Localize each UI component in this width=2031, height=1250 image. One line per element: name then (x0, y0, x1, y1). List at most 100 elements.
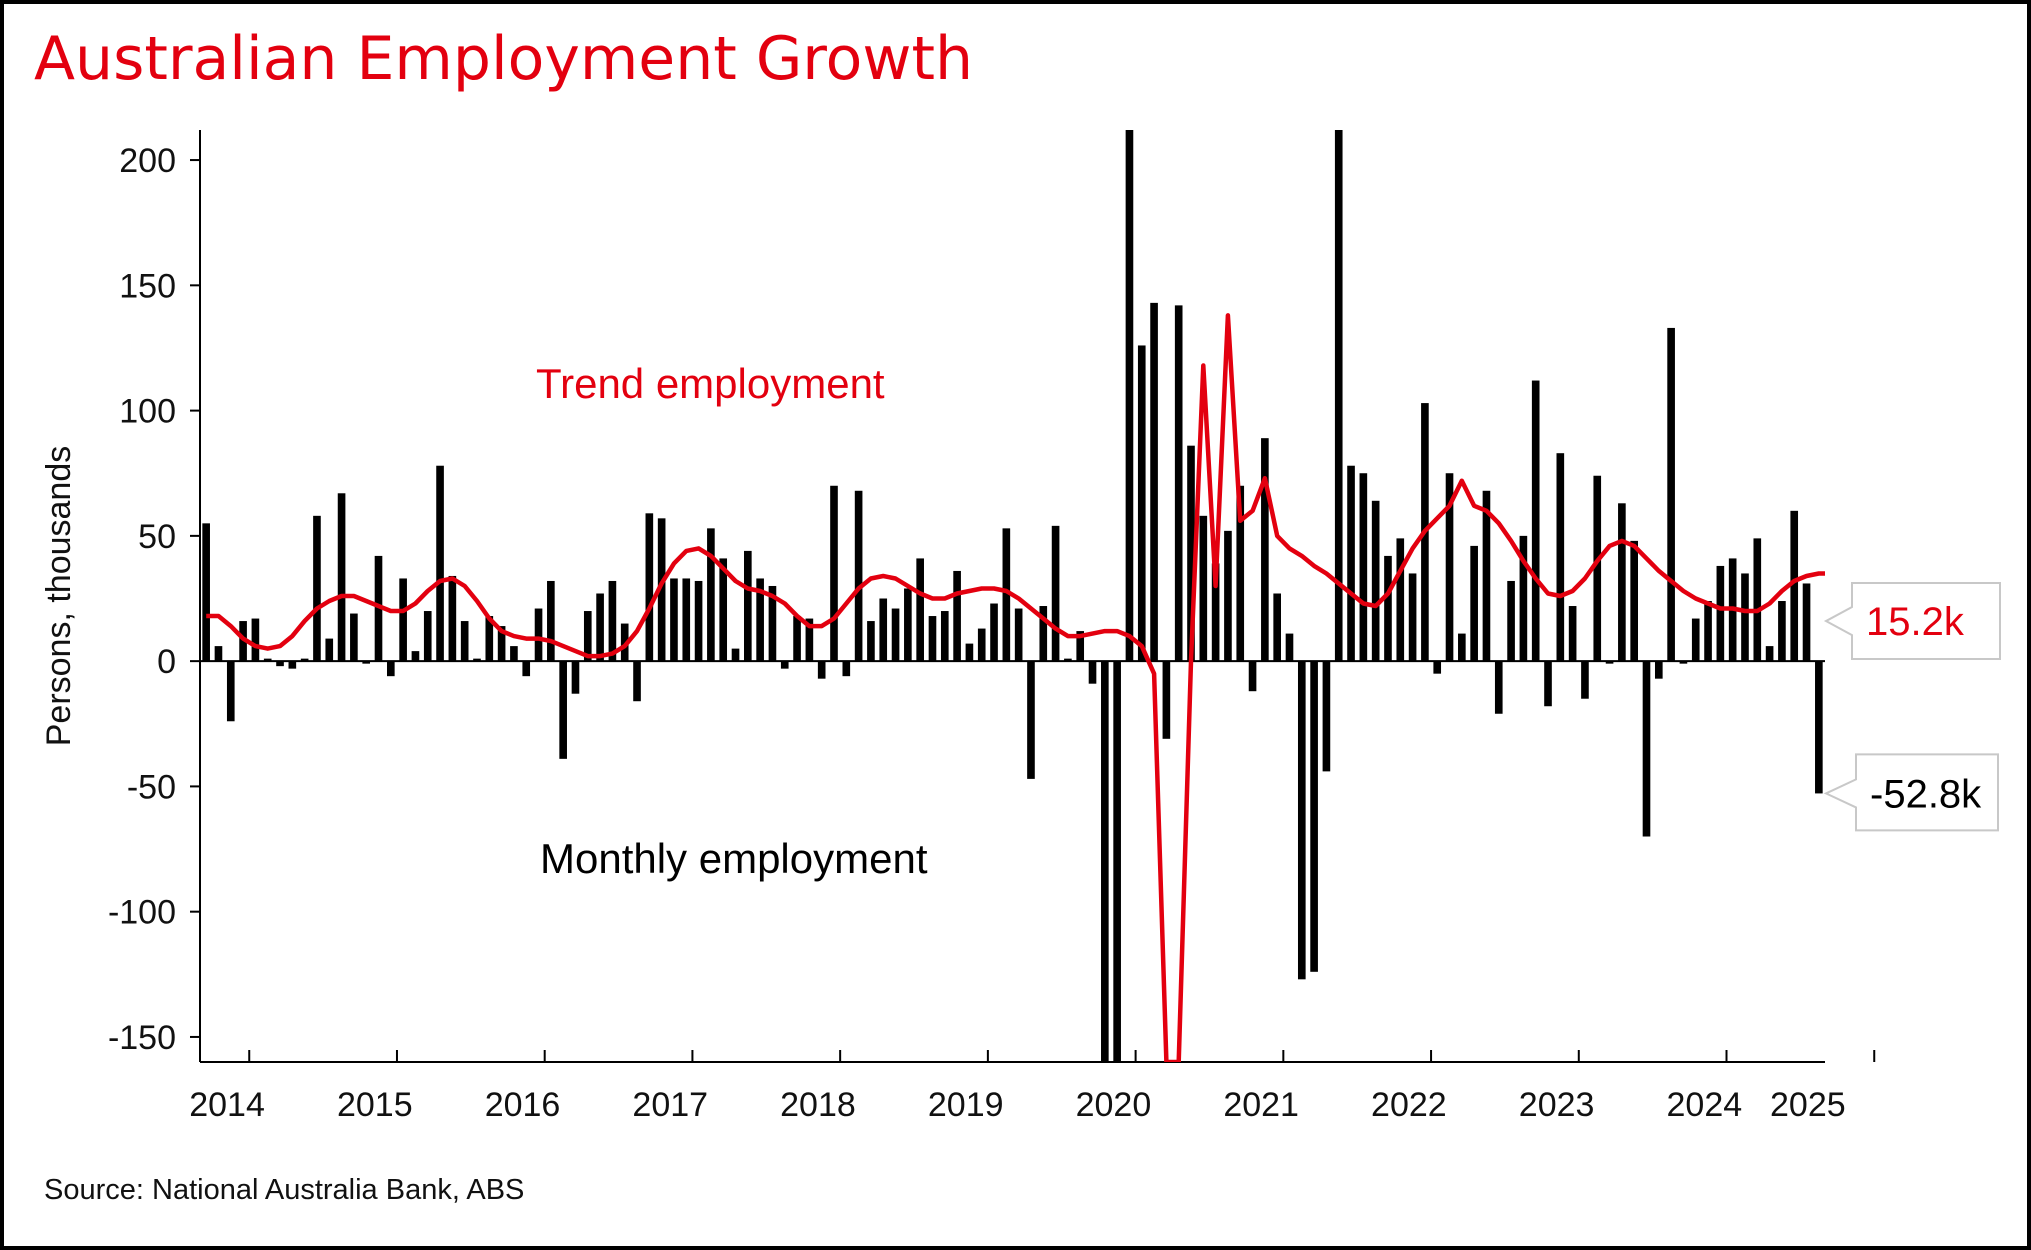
x-tick-label: 2017 (632, 1086, 708, 1124)
x-tick-label: 2022 (1371, 1086, 1447, 1124)
bar (1347, 465, 1355, 662)
bar (670, 578, 678, 662)
bar (793, 616, 801, 662)
bar (485, 616, 494, 662)
trend-employment-label: Trend employment (536, 360, 885, 407)
monthly-employment-label: Monthly employment (540, 835, 928, 882)
bar (547, 580, 555, 662)
bar (977, 628, 986, 662)
bar (1199, 515, 1208, 662)
bar (251, 618, 260, 662)
bar (313, 515, 321, 662)
bar (1285, 633, 1294, 662)
bar (928, 616, 937, 662)
bar (1815, 661, 1823, 794)
bar (263, 658, 272, 662)
bar (1618, 503, 1626, 662)
bar (1187, 445, 1195, 662)
bar (460, 621, 469, 662)
bar (1568, 606, 1577, 662)
trend-callout-text: 15.2k (1866, 600, 1965, 644)
bar (1802, 583, 1811, 662)
x-tick-label: 2024 (1667, 1086, 1743, 1124)
chart-title: Australian Employment Growth (34, 24, 973, 94)
bar (473, 658, 481, 662)
y-tick-label: 150 (119, 267, 176, 305)
bar (1273, 593, 1281, 662)
bar (1162, 661, 1171, 739)
bar (1408, 573, 1417, 662)
bar (682, 578, 691, 662)
bar (879, 598, 888, 662)
bar (1519, 535, 1528, 662)
bar (1494, 661, 1503, 714)
bar (891, 608, 900, 662)
bar (1310, 661, 1318, 972)
bar (276, 661, 284, 667)
bar (1445, 473, 1454, 662)
bar (571, 661, 580, 694)
bar (596, 593, 604, 662)
bar (1211, 563, 1220, 662)
bar (694, 580, 703, 662)
bar (1778, 601, 1786, 662)
bar (805, 618, 814, 662)
bar (202, 523, 210, 662)
bar (1482, 490, 1491, 662)
bar (350, 613, 358, 662)
bar (510, 646, 518, 662)
bar (1174, 305, 1183, 662)
bar (756, 578, 764, 662)
bar (1101, 661, 1109, 1062)
bar (325, 638, 334, 662)
bar (1531, 380, 1540, 662)
bar (411, 651, 420, 662)
bar (1125, 130, 1134, 662)
trend-callout: 15.2k (1823, 582, 2001, 661)
bar (362, 661, 371, 664)
bar (1581, 661, 1589, 699)
bar (633, 661, 641, 702)
bar (1470, 545, 1478, 662)
bar (1322, 661, 1331, 772)
bar (1790, 510, 1799, 662)
bar (1113, 661, 1121, 1062)
bar (990, 603, 998, 662)
x-tick-label: 2025 (1770, 1086, 1846, 1124)
y-tick-label: 0 (157, 643, 176, 681)
x-tick-label: 2018 (780, 1086, 856, 1124)
bar (1261, 438, 1269, 662)
bar (1150, 302, 1158, 662)
trend-employment-line (206, 313, 1825, 1062)
bar (1224, 530, 1232, 662)
bar (1076, 631, 1085, 662)
monthly-callout-box (1823, 753, 1999, 832)
bar (386, 661, 395, 677)
y-tick-label: 50 (138, 518, 176, 556)
bar (1297, 661, 1306, 980)
x-tick-label: 2019 (928, 1086, 1004, 1124)
bar (768, 585, 777, 662)
bar (1014, 608, 1023, 662)
y-tick-label: 100 (119, 393, 176, 431)
bar (374, 555, 383, 662)
bar (337, 493, 346, 662)
bar (448, 575, 457, 662)
bar (842, 661, 851, 677)
bar (904, 588, 912, 662)
bar (1371, 500, 1380, 662)
bar (1630, 540, 1639, 662)
bar (1507, 580, 1515, 662)
bar (657, 518, 666, 662)
bar (300, 658, 309, 662)
y-tick-label: 200 (119, 142, 176, 180)
bar (288, 661, 297, 669)
y-tick-label: -150 (108, 1019, 176, 1057)
bar (1716, 565, 1725, 662)
bar (1741, 573, 1749, 662)
bar (645, 513, 654, 662)
y-tick-label: -100 (108, 894, 176, 932)
bar (965, 643, 974, 662)
y-axis-title: Persons, thousands (40, 446, 78, 747)
bar (1667, 327, 1675, 662)
